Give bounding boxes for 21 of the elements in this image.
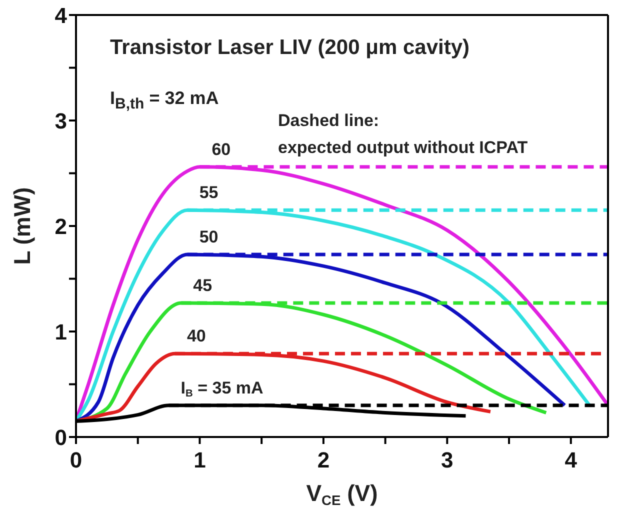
y-tick-label: 1 — [54, 319, 67, 344]
annotation: Dashed line: — [278, 111, 380, 131]
series-label: 40 — [186, 326, 206, 346]
text: Transistor Laser LIV (200 μm cavity) — [110, 36, 470, 60]
x-tick-label: 3 — [441, 448, 454, 473]
annotation: I$_{B,th}$ = 32 mA — [110, 88, 219, 113]
y-tick-label: 0 — [54, 424, 67, 450]
y-axis-title: L (mW) — [9, 187, 35, 265]
y-tick-label: 2 — [54, 214, 67, 239]
series-label: 60 — [212, 140, 231, 159]
x-tick-label: 2 — [317, 448, 330, 473]
y-tick-label: 4 — [54, 2, 68, 28]
series-label: 50 — [199, 227, 218, 246]
x-axis-title: V$_{CE}$ (V) — [306, 480, 378, 508]
series-label: 45 — [193, 276, 212, 296]
x-tick-label: 4 — [564, 448, 578, 473]
x-tick-label: 1 — [194, 448, 206, 473]
series-label: 55 — [199, 183, 218, 202]
annotation: expected output without ICPAT — [278, 138, 528, 158]
y-tick-label: 3 — [54, 108, 67, 134]
series-label: I$_{B}$ = 35 mA — [180, 378, 264, 400]
